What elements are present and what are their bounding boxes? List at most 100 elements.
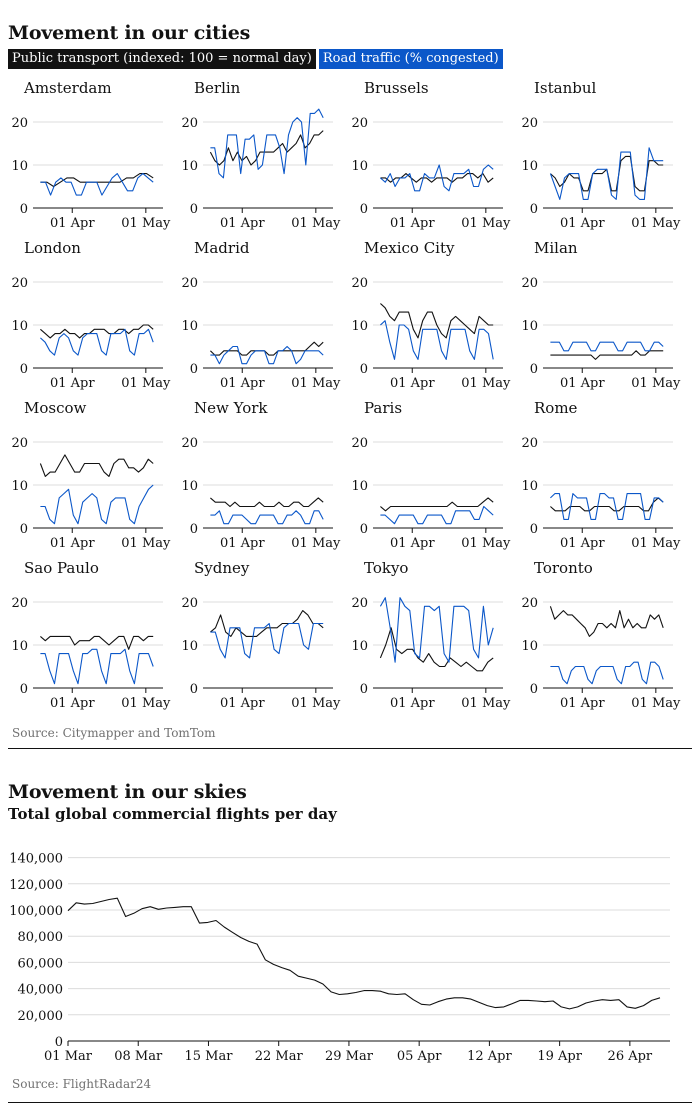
y-tick-label: 20 [11, 116, 28, 131]
public-transport-line [40, 324, 154, 339]
y-tick-label: 10 [521, 639, 538, 654]
y-tick-label: 0 [55, 1035, 63, 1050]
y-tick-label: 10 [181, 639, 198, 654]
city-title-new-york: New York [194, 399, 268, 417]
public-transport-line [40, 173, 154, 188]
x-tick-label: 01 May [461, 536, 511, 551]
road-traffic-line [549, 147, 664, 200]
y-tick-label: 20 [351, 276, 368, 291]
city-panel-amsterdam: Amsterdam 0 10 20 01 Apr 01 May [11, 79, 171, 231]
x-tick-label: 01 May [461, 216, 511, 231]
city-panel-moscow: Moscow 0 10 20 01 Apr 01 May [11, 399, 171, 551]
road-traffic-line [210, 510, 324, 525]
x-tick-label: 01 May [291, 216, 341, 231]
x-tick-label: 01 May [121, 536, 171, 551]
y-tick-label: 10 [351, 639, 368, 654]
city-title-tokyo: Tokyo [364, 559, 408, 577]
public-transport-line [210, 341, 324, 356]
y-tick-label: 20 [11, 596, 28, 611]
y-tick-label: 0 [190, 202, 198, 217]
y-tick-label: 0 [360, 362, 368, 377]
y-tick-label: 10 [351, 319, 368, 334]
bottom-divider [8, 1102, 692, 1103]
y-tick-label: 0 [20, 202, 28, 217]
public-transport-line [210, 610, 324, 637]
road-traffic-line [550, 661, 664, 685]
city-small-multiples: Amsterdam 0 10 20 01 Apr 01 May Berlin 0 10 20 01 … [11, 79, 681, 711]
x-tick-label: 01 May [631, 216, 681, 231]
public-transport-line [210, 497, 324, 508]
x-tick-label: 15 Mar [184, 1049, 233, 1064]
road-traffic-line [210, 108, 324, 179]
x-tick-label: 01 Apr [390, 216, 435, 231]
city-title-moscow: Moscow [24, 399, 87, 417]
y-tick-label: 0 [360, 682, 368, 697]
y-tick-label: 10 [181, 479, 198, 494]
city-panel-sydney: Sydney 0 10 20 01 Apr 01 May [181, 559, 341, 711]
y-tick-label: 0 [530, 682, 538, 697]
flights-chart: 0 20,000 40,000 60,000 80,000 100,000 120,000 1… [9, 852, 670, 1064]
x-tick-label: 05 Apr [397, 1049, 442, 1064]
city-panel-rome: Rome 0 10 20 01 Apr 01 May [521, 399, 681, 551]
y-tick-label: 10 [351, 159, 368, 174]
y-tick-label: 20 [11, 276, 28, 291]
city-title-rome: Rome [534, 399, 578, 417]
city-panel-tokyo: Tokyo 0 10 20 01 Apr 01 May [351, 559, 511, 711]
x-tick-label: 01 Apr [50, 536, 95, 551]
x-tick-label: 01 Apr [50, 696, 95, 711]
x-tick-label: 01 Apr [560, 696, 605, 711]
y-tick-label: 10 [521, 159, 538, 174]
city-title-mexico-city: Mexico City [364, 239, 455, 257]
y-tick-label: 20 [181, 436, 198, 451]
road-traffic-line [210, 622, 324, 659]
city-panel-sao-paulo: Sao Paulo 0 10 20 01 Apr 01 May [11, 559, 171, 711]
city-panel-mexico-city: Mexico City 0 10 20 01 Apr 01 May [351, 239, 511, 391]
public-transport-line [380, 497, 494, 512]
y-tick-label: 0 [530, 362, 538, 377]
y-tick-label: 20 [521, 116, 538, 131]
road-traffic-line [379, 597, 494, 663]
x-tick-label: 01 May [631, 376, 681, 391]
x-tick-label: 01 Apr [220, 536, 265, 551]
y-tick-label: 0 [360, 202, 368, 217]
y-tick-label: 80,000 [18, 930, 64, 945]
city-panel-madrid: Madrid 0 10 20 01 Apr 01 May [181, 239, 341, 391]
city-panel-london: London 0 10 20 01 Apr 01 May [11, 239, 171, 391]
y-tick-label: 0 [360, 522, 368, 537]
city-title-toronto: Toronto [534, 559, 593, 577]
y-tick-label: 20 [351, 596, 368, 611]
road-traffic-line [40, 484, 154, 525]
y-tick-label: 0 [20, 362, 28, 377]
section-divider [8, 748, 692, 749]
y-tick-label: 60,000 [18, 956, 64, 971]
city-title-brussels: Brussels [364, 79, 429, 97]
cities-source: Source: Citymapper and TomTom [12, 726, 216, 740]
x-tick-label: 01 May [291, 536, 341, 551]
y-tick-label: 10 [11, 639, 28, 654]
city-title-sao-paulo: Sao Paulo [24, 559, 99, 577]
city-title-madrid: Madrid [194, 239, 250, 257]
city-title-paris: Paris [364, 399, 402, 417]
x-tick-label: 01 Apr [50, 216, 95, 231]
public-transport-line [40, 635, 154, 650]
y-tick-label: 20,000 [18, 1009, 64, 1024]
x-tick-label: 01 Apr [220, 376, 265, 391]
road-traffic-line [380, 320, 494, 360]
road-traffic-line [550, 493, 664, 520]
x-tick-label: 01 Apr [220, 216, 265, 231]
x-tick-label: 22 Mar [255, 1049, 304, 1064]
y-tick-label: 0 [190, 682, 198, 697]
y-tick-label: 20 [521, 276, 538, 291]
public-transport-line [379, 627, 494, 672]
y-tick-label: 10 [521, 319, 538, 334]
city-title-milan: Milan [534, 239, 578, 257]
legend: Public transport (indexed: 100 = normal … [8, 49, 503, 69]
x-tick-label: 01 Apr [560, 536, 605, 551]
y-tick-label: 20 [521, 596, 538, 611]
x-tick-label: 01 May [291, 376, 341, 391]
y-tick-label: 20 [181, 276, 198, 291]
y-tick-label: 10 [181, 319, 198, 334]
x-tick-label: 29 Mar [325, 1049, 374, 1064]
y-tick-label: 10 [521, 479, 538, 494]
road-traffic-line [210, 345, 324, 365]
